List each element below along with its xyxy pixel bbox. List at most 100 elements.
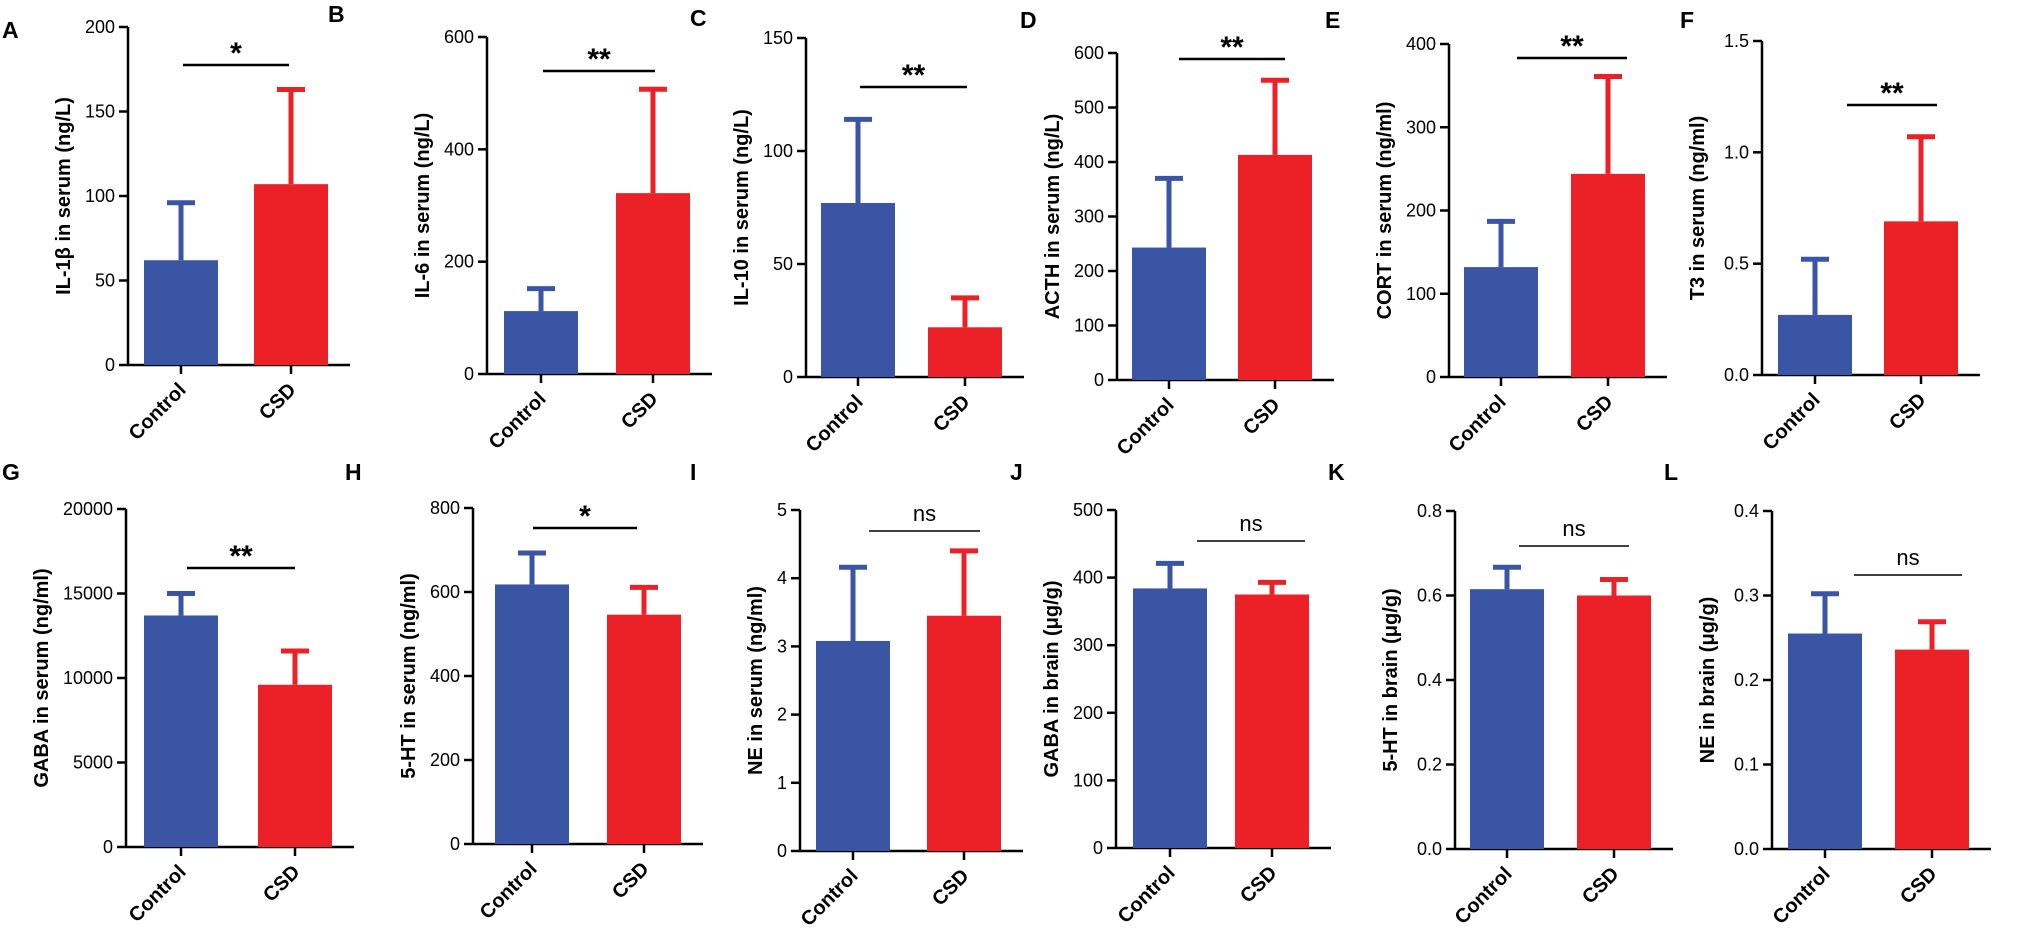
significance-label: ** (1880, 77, 1904, 110)
y-tick-label: 0.6 (1417, 586, 1442, 606)
x-tick-label: Control (802, 391, 868, 457)
y-axis-label: ACTH in serum (ng/L) (1042, 114, 1064, 320)
significance-label: ** (229, 540, 253, 573)
x-tick-label: CSD (1578, 863, 1623, 908)
y-axis-label: 5-HT in serum (ng/ml) (398, 573, 420, 779)
y-tick-label: 200 (1406, 201, 1436, 221)
y-axis-label: NE in serum (ng/ml) (745, 586, 767, 775)
y-tick-label: 0.4 (1734, 501, 1759, 521)
bar-control (1778, 314, 1852, 375)
bar-csd (616, 193, 690, 374)
y-axis-label: IL-1β in serum (ng/L) (53, 97, 75, 295)
y-tick-label: 0.3 (1734, 586, 1759, 606)
y-tick-label: 0.1 (1734, 755, 1759, 775)
y-tick-label: 0.8 (1417, 501, 1442, 521)
panel-k: K 0.0 0.2 0.4 0.6 0.8 5-HT in brain (μg/g) Cont… (1328, 459, 1673, 929)
bar-control (1470, 589, 1544, 849)
x-tick-label: CSD (929, 391, 974, 436)
panel-letter: B (328, 1, 345, 27)
y-axis-label: T3 in serum (ng/ml) (1687, 116, 1709, 300)
bar-csd (607, 614, 681, 844)
panel-h: H 0 200 400 600 800 5-HT in serum (ng/ml) Contr… (345, 459, 703, 924)
panel-letter: A (2, 17, 19, 43)
y-tick-label: 0 (1426, 367, 1436, 387)
panel-j: J 0 100 200 300 400 500 GABA in brain (μg/g) Con… (1010, 459, 1331, 928)
panel-letter: F (1680, 7, 1694, 33)
y-tick-label: 400 (444, 139, 474, 159)
x-tick-label: Control (485, 388, 551, 454)
y-tick-label: 200 (1073, 703, 1103, 723)
x-tick-label: CSD (608, 858, 653, 903)
x-tick-label: CSD (928, 865, 973, 910)
x-tick-label: CSD (1239, 394, 1284, 439)
y-tick-label: 0 (103, 837, 113, 857)
y-axis-label: IL-6 in serum (ng/L) (412, 113, 434, 299)
y-tick-label: 200 (444, 252, 474, 272)
panel-letter: C (690, 5, 707, 31)
x-tick-label: CSD (617, 388, 662, 433)
x-tick-label: Control (1114, 862, 1180, 928)
panel-f: F 0.0 0.5 1.0 1.5 T3 in serum (ng/ml) Control C… (1680, 7, 1980, 455)
bar-csd (927, 615, 1001, 851)
y-tick-label: 100 (85, 186, 115, 206)
y-tick-label: 0.2 (1417, 755, 1442, 775)
y-tick-label: 150 (85, 102, 115, 122)
bar-control (816, 640, 890, 851)
y-tick-label: 0.0 (1417, 839, 1442, 859)
significance-label: ** (902, 59, 926, 92)
y-tick-label: 0 (464, 364, 474, 384)
x-tick-label: CSD (255, 379, 300, 424)
x-tick-label: Control (1451, 863, 1517, 929)
significance-label: * (230, 37, 242, 70)
y-tick-label: 400 (1073, 568, 1103, 588)
y-tick-label: 10000 (63, 668, 113, 688)
bar-csd (1238, 154, 1312, 380)
y-tick-label: 200 (430, 750, 460, 770)
bar-csd (1235, 594, 1309, 848)
y-tick-label: 1.5 (1724, 31, 1749, 51)
x-tick-label: Control (1759, 389, 1825, 455)
bar-csd (258, 684, 332, 847)
bar-control (1133, 588, 1207, 848)
panel-letter: J (1010, 459, 1023, 485)
x-tick-label: CSD (1572, 391, 1617, 436)
panel-d: D 0 100 200 300 400 500 600 ACTH in serum (ng/L)… (1020, 7, 1334, 460)
panel-letter: D (1020, 7, 1037, 33)
significance-label: ns (1896, 545, 1919, 570)
y-tick-label: 20000 (63, 499, 113, 519)
y-tick-label: 500 (1074, 98, 1104, 118)
y-tick-label: 15000 (63, 584, 113, 604)
y-tick-label: 2 (777, 705, 787, 725)
y-tick-label: 3 (777, 636, 787, 656)
bar-csd (1884, 221, 1958, 375)
y-tick-label: 100 (1073, 770, 1103, 790)
x-tick-label: Control (125, 379, 191, 445)
significance-label: ns (1239, 511, 1262, 536)
y-tick-label: 1 (777, 773, 787, 793)
significance-label: ns (1562, 516, 1585, 541)
y-tick-label: 0 (783, 367, 793, 387)
x-tick-label: Control (125, 861, 191, 927)
panel-a: A 0 50 100 150 200 IL-1β in serum (ng/L) Contro… (2, 17, 350, 445)
x-tick-label: CSD (1885, 389, 1930, 434)
y-tick-label: 0 (1094, 370, 1104, 390)
bar-csd (1577, 595, 1651, 849)
bar-control (504, 311, 578, 374)
bar-control (821, 202, 895, 377)
x-tick-label: Control (1769, 863, 1835, 929)
y-axis-label: IL-10 in serum (ng/L) (731, 109, 753, 306)
bar-csd (254, 184, 328, 365)
y-tick-label: 50 (95, 271, 115, 291)
y-tick-label: 100 (1406, 284, 1436, 304)
y-tick-label: 400 (430, 666, 460, 686)
panel-i: I 0 1 2 3 4 5 NE in serum (ng/ml) Control CSD ns (690, 459, 1023, 931)
x-tick-label: CSD (1896, 863, 1941, 908)
y-tick-label: 0 (450, 834, 460, 854)
y-tick-label: 0 (1093, 838, 1103, 858)
y-tick-label: 0.0 (1724, 365, 1749, 385)
y-tick-label: 1.0 (1724, 142, 1749, 162)
bar-control (1464, 267, 1538, 377)
y-tick-label: 0 (777, 841, 787, 861)
y-tick-label: 0 (105, 355, 115, 375)
